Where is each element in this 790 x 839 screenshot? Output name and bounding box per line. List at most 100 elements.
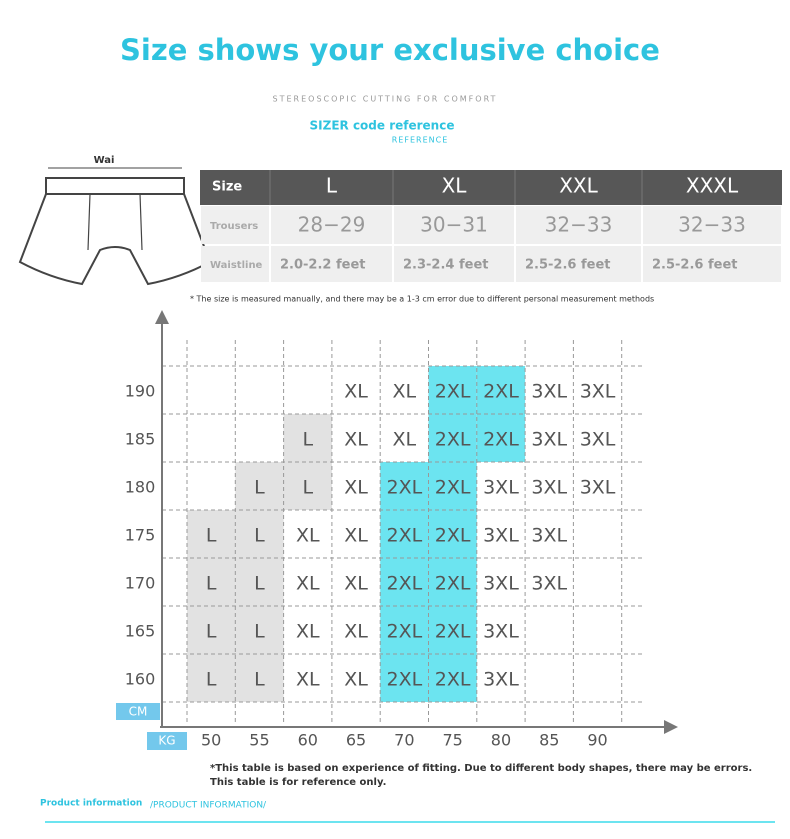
size-cell: 3XL [483, 621, 519, 643]
size-cell: 2XL [386, 621, 422, 643]
x-axis-arrow [664, 720, 678, 734]
cell-highlight [283, 414, 332, 462]
table-cell: 2.3-2.4 feet [403, 258, 488, 273]
cell-highlight [380, 606, 429, 654]
height-label: 170 [125, 574, 156, 593]
cell-highlight [235, 510, 284, 558]
reference-title: SIZER code reference [310, 119, 455, 133]
table-header-cell: XXL [559, 174, 598, 198]
table-cell-bg [516, 246, 641, 282]
size-cell: 3XL [531, 525, 567, 547]
cell-highlight [380, 510, 429, 558]
size-cell: L [254, 669, 265, 691]
cell-highlight [187, 558, 236, 606]
cell-highlight [283, 462, 332, 510]
size-cell: L [302, 429, 313, 451]
cell-highlight [428, 654, 477, 702]
underwear-diagram [18, 167, 212, 286]
height-label: 175 [125, 526, 156, 545]
reference-subtitle: REFERENCE [392, 136, 449, 145]
weight-label: 50 [201, 731, 221, 750]
size-cell: 3XL [580, 381, 616, 403]
cell-highlight [380, 654, 429, 702]
table-cell: 32−33 [545, 213, 613, 237]
cell-highlight [428, 606, 477, 654]
footer-subtitle: /PRODUCT INFORMATION/ [150, 801, 267, 811]
table-cell: Trousers [210, 221, 258, 232]
table-cell: 2.5-2.6 feet [525, 258, 610, 273]
table-cell-bg [394, 206, 514, 244]
table-cell-bg [394, 246, 514, 282]
cell-highlight [428, 366, 477, 414]
size-cell: XL [344, 381, 368, 403]
size-cell: 2XL [435, 669, 471, 691]
weight-label: 85 [539, 731, 559, 750]
cell-highlight [187, 510, 236, 558]
size-cell: 3XL [580, 429, 616, 451]
cell-highlight [235, 654, 284, 702]
size-cell: L [206, 573, 217, 595]
size-cell: L [254, 477, 265, 499]
table-cell: 2.0-2.2 feet [280, 258, 365, 273]
table-header-bg [200, 170, 782, 205]
height-label: 185 [125, 430, 156, 449]
footer-title: Product information [40, 799, 142, 809]
table-cell-bg [643, 206, 781, 244]
size-cell: XL [296, 669, 320, 691]
table-cell-bg [201, 206, 269, 244]
weight-label: 75 [442, 731, 462, 750]
cell-highlight [476, 414, 526, 462]
weight-label: 70 [394, 731, 414, 750]
y-label-bg [116, 703, 160, 720]
size-cell: 3XL [531, 477, 567, 499]
size-cell: XL [344, 525, 368, 547]
height-label: 190 [125, 382, 156, 401]
cell-highlight [428, 414, 477, 462]
cell-highlight [380, 462, 429, 510]
size-cell: L [206, 525, 217, 547]
note: *This table is based on experience of fi… [210, 763, 752, 774]
size-cell: 2XL [435, 573, 471, 595]
seams [87, 193, 143, 251]
table-cell-bg [271, 206, 392, 244]
size-cell: 3XL [483, 573, 519, 595]
weight-label: 90 [587, 731, 607, 750]
size-cell: 3XL [531, 429, 567, 451]
size-cell: XL [296, 621, 320, 643]
size-cell: 2XL [435, 429, 471, 451]
size-cell: L [206, 669, 217, 691]
weight-label: 80 [491, 731, 511, 750]
size-cell: XL [393, 429, 417, 451]
subtitle: STEREOSCOPIC CUTTING FOR COMFORT [273, 95, 498, 104]
table-header-cell: Size [212, 180, 242, 195]
cell-highlight [428, 558, 477, 606]
table-cell-bg [201, 246, 269, 282]
cell-highlight [235, 558, 284, 606]
cell-highlight [187, 654, 236, 702]
size-cell: 2XL [386, 669, 422, 691]
table-note: * The size is measured manually, and the… [190, 295, 654, 304]
size-cell: 2XL [435, 525, 471, 547]
table-cell-bg [271, 246, 392, 282]
weight-label: 55 [249, 731, 269, 750]
cell-highlight [235, 462, 284, 510]
size-cell: L [254, 525, 265, 547]
table-cell: Waistline [210, 260, 263, 271]
size-cell: XL [344, 621, 368, 643]
height-label: 180 [125, 478, 156, 497]
x-label-bg [147, 732, 187, 750]
size-cell: L [302, 477, 313, 499]
size-cell: XL [296, 573, 320, 595]
cell-highlight [187, 606, 236, 654]
cell-highlight [428, 510, 477, 558]
height-label: 160 [125, 670, 156, 689]
size-cell: XL [344, 429, 368, 451]
note: This table is for reference only. [210, 777, 386, 788]
size-cell: 2XL [386, 573, 422, 595]
size-cell: 3XL [483, 477, 519, 499]
table-cell: 32−33 [678, 213, 746, 237]
size-cell: XL [344, 669, 368, 691]
y-label: CM [129, 705, 148, 719]
size-cell: XL [393, 381, 417, 403]
